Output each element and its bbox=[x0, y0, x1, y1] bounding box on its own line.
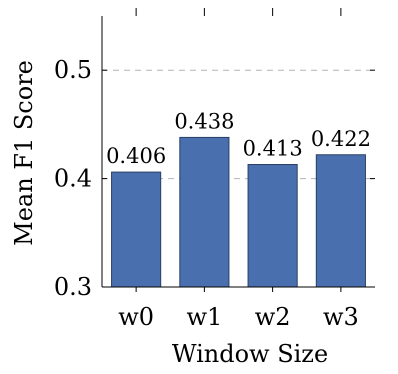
labels-layer: 0.406 0.438 0.413 0.422 0.3 0.4 0.5 w0 w1 w2 w3 bbox=[54, 56, 371, 331]
bar-w3 bbox=[315, 154, 366, 288]
x-tick-label-w1: w1 bbox=[186, 303, 222, 331]
y-axis-title: Mean F1 Score bbox=[10, 60, 38, 246]
axes-layer bbox=[101, 8, 375, 292]
data-label-w1: 0.438 bbox=[174, 109, 234, 133]
y-tick-label-0: 0.3 bbox=[54, 273, 92, 301]
y-tick-label-1: 0.4 bbox=[54, 165, 92, 193]
data-label-w0: 0.406 bbox=[106, 144, 166, 168]
data-label-w3: 0.422 bbox=[311, 127, 371, 151]
x-axis-title: Window Size bbox=[172, 340, 328, 368]
x-tick-label-w3: w3 bbox=[323, 303, 359, 331]
bars-layer bbox=[111, 136, 366, 288]
x-tick-label-w0: w0 bbox=[118, 303, 154, 331]
y-tick-label-2: 0.5 bbox=[54, 56, 92, 84]
bar-w2 bbox=[247, 164, 298, 288]
bar-w0 bbox=[111, 171, 162, 288]
bar-w1 bbox=[179, 136, 230, 288]
x-tick-label-w2: w2 bbox=[255, 303, 291, 331]
data-label-w2: 0.413 bbox=[243, 137, 303, 161]
